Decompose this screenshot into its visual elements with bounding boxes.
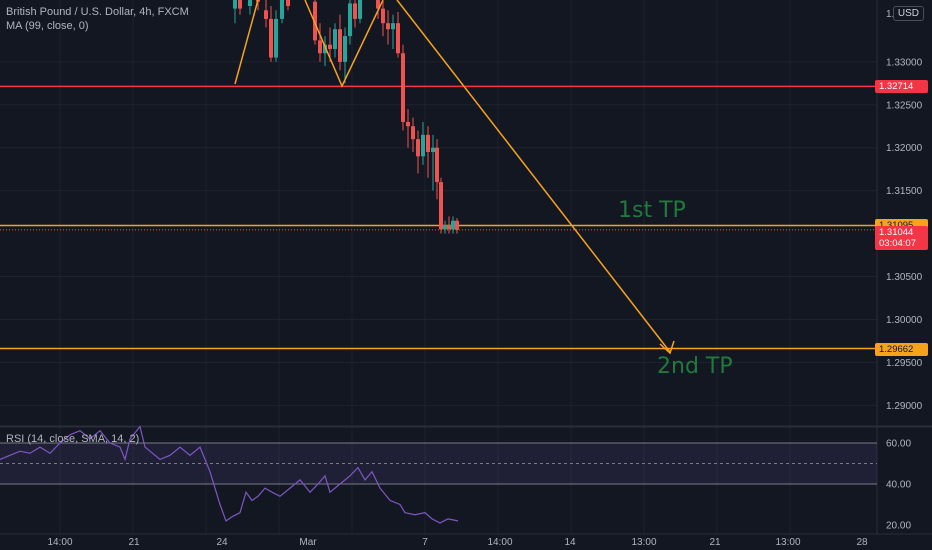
candle-body: [411, 126, 415, 140]
time-tick-label: 14: [564, 537, 576, 548]
candle-body: [391, 23, 395, 30]
candle-body: [381, 8, 385, 24]
price-tick-label: 1.31500: [886, 186, 923, 197]
pattern-v-line[interactable]: [304, 0, 384, 88]
countdown-label: 03:04:07: [879, 237, 916, 249]
symbol-title[interactable]: British Pound / U.S. Dollar, 4h, FXCM: [6, 6, 189, 18]
rsi-tick-label: 40.00: [886, 480, 911, 491]
time-tick-label: 21: [709, 537, 721, 548]
candle-body: [343, 36, 347, 62]
candle-body: [386, 23, 390, 30]
time-tick-label: 28: [856, 537, 868, 548]
arrow-head: [659, 340, 675, 355]
candle-body: [274, 18, 278, 58]
candle-body: [348, 3, 352, 37]
candle-body: [431, 147, 435, 153]
candle-body: [358, 0, 362, 19]
candle-body: [426, 134, 430, 153]
price-label: 1.29662: [875, 342, 928, 356]
rsi-tick-label: 60.00: [886, 439, 911, 450]
price-label: 1.32714: [875, 80, 928, 94]
time-tick-label: 14:00: [47, 537, 72, 548]
target-arrow-line[interactable]: [396, 0, 671, 353]
candle-body: [338, 29, 342, 62]
candle-body: [280, 0, 284, 19]
candle-body: [451, 220, 455, 230]
candle-body: [443, 225, 447, 230]
candle-body: [401, 53, 405, 122]
candle-body: [238, 0, 242, 9]
rsi-pane[interactable]: 60.00 40.00 20.00: [0, 425, 911, 532]
pattern-drawings[interactable]: [234, 0, 675, 355]
ma-indicator-legend[interactable]: MA (99, close, 0): [6, 20, 89, 32]
time-tick-label: 24: [216, 537, 228, 548]
pattern-line-left[interactable]: [234, 0, 259, 85]
price-tick-label: 1.33000: [886, 57, 923, 68]
candle-body: [416, 139, 420, 157]
candle-body: [248, 0, 252, 7]
candle-body: [333, 29, 337, 49]
rsi-line[interactable]: [0, 425, 459, 524]
candle-body: [435, 147, 439, 183]
candlesticks: [233, 0, 459, 234]
candle-body: [447, 225, 451, 230]
time-tick-label: 21: [128, 537, 140, 548]
rsi-indicator-legend[interactable]: RSI (14, close, SMA, 14, 2): [6, 433, 140, 445]
first-tp-label: 1st TP: [618, 198, 686, 223]
time-tick-label: Mar: [299, 537, 317, 548]
candle-body: [264, 10, 268, 19]
candle-body: [323, 44, 327, 54]
time-axis[interactable]: 14:00 21 24 Mar 7 14:00 14 13:00 21 13:00 28: [0, 533, 932, 550]
candle-body: [233, 0, 237, 9]
candle-body: [269, 18, 273, 58]
time-tick-label: 13:00: [631, 537, 656, 548]
time-axis-bg: [0, 534, 932, 550]
second-tp-label: 2nd TP: [657, 354, 733, 379]
price-tick-label: 1.29000: [886, 401, 923, 412]
candle-body: [313, 1, 317, 41]
candle-body: [376, 0, 380, 9]
candle-body: [328, 44, 332, 49]
time-tick-label: 14:00: [487, 537, 512, 548]
candle-body: [406, 121, 410, 127]
candle-body: [396, 23, 400, 54]
price-tick-label: 1.32000: [886, 143, 923, 154]
price-tick-label: 1.30500: [886, 272, 923, 283]
candle-body: [353, 3, 357, 19]
price-tick-label: 1.30000: [886, 315, 923, 326]
price-label: 1.31044 03:04:07: [875, 225, 928, 250]
time-tick-label: 13:00: [775, 537, 800, 548]
candle-body: [421, 134, 425, 157]
price-grid: [0, 0, 877, 534]
candle-body: [439, 182, 443, 230]
candle-body: [455, 220, 459, 230]
horizontal-levels[interactable]: [0, 85, 877, 350]
rsi-tick-label: 20.00: [886, 521, 911, 532]
candle-body: [318, 40, 322, 54]
currency-button[interactable]: USD: [892, 6, 924, 21]
time-tick-label: 7: [422, 537, 428, 548]
candle-body: [286, 0, 290, 7]
price-tick-label: 1.29500: [886, 358, 923, 369]
price-tick-label: 1.32500: [886, 100, 923, 111]
